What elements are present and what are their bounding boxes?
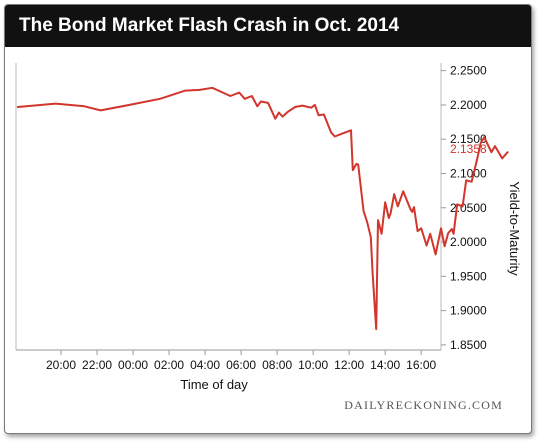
series-layer	[16, 86, 509, 331]
x-tick-label: 02:00	[154, 358, 184, 372]
y-tick-label: 2.2000	[450, 98, 487, 112]
x-tick-label: 20:00	[46, 358, 76, 372]
x-tick-label: 10:00	[298, 358, 328, 372]
y-tick-label: 2.1000	[450, 166, 487, 180]
x-tick-label: 22:00	[82, 358, 112, 372]
x-tick-label: 00:00	[118, 358, 148, 372]
yield-series-line	[16, 86, 509, 331]
x-tick-label: 16:00	[406, 358, 436, 372]
y-axis-title: Yield-to-Maturity	[507, 181, 522, 276]
x-axis: 20:00 22:00 00:00 02:00 04:00 06:00 08:00 10:00…	[46, 350, 437, 372]
chart-frame: The Bond Market Flash Crash in Oct. 2014…	[4, 4, 532, 434]
y-tick-label: 1.9000	[450, 304, 487, 318]
chart-title: The Bond Market Flash Crash in Oct. 2014	[5, 5, 531, 47]
x-tick-label: 14:00	[370, 358, 400, 372]
y-tick-label: 2.1500	[450, 132, 487, 146]
x-axis-title: Time of day	[180, 377, 248, 392]
y-axis: 1.85001.90001.95002.00002.05002.10002.15…	[441, 64, 487, 352]
y-tick-label: 1.9500	[450, 269, 487, 283]
last-value-label: 2.1358	[450, 142, 487, 156]
x-tick-label: 04:00	[190, 358, 220, 372]
plot-area	[15, 63, 442, 351]
line-chart: 20:00 22:00 00:00 02:00 04:00 06:00 08:00 10:00…	[15, 63, 522, 392]
y-tick-label: 2.2500	[450, 64, 487, 78]
x-tick-label: 06:00	[226, 358, 256, 372]
x-tick-label: 12:00	[334, 358, 364, 372]
y-tick-label: 2.0000	[450, 235, 487, 249]
x-tick-label: 08:00	[262, 358, 292, 372]
source-credit: DAILYRECKONING.COM	[344, 398, 503, 412]
y-tick-label: 1.8500	[450, 338, 487, 352]
